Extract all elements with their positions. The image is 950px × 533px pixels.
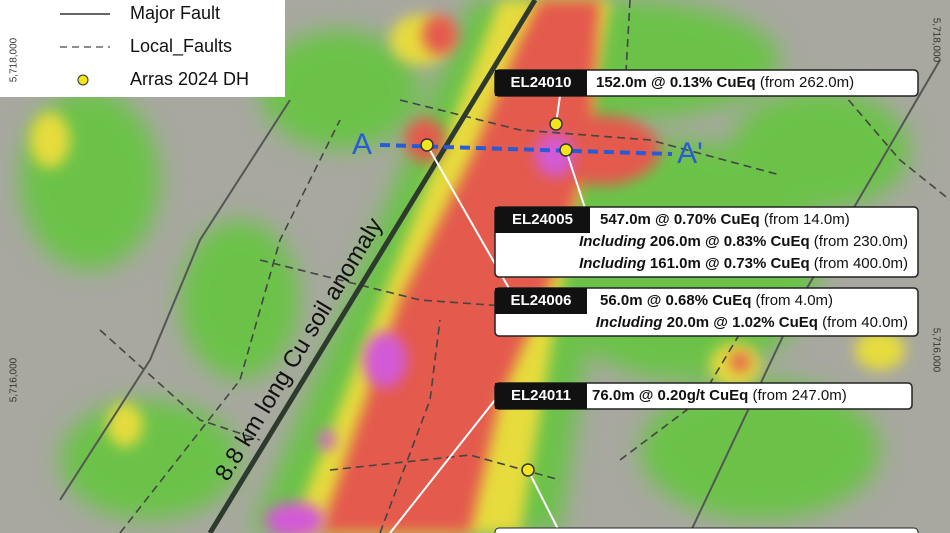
intercept-prefix: Including: [579, 255, 646, 272]
intercept-depth: (from 230.0m): [814, 233, 908, 250]
intercept-depth: (from 40.0m): [822, 314, 908, 331]
intercept-grade: 56.0m @ 0.68% CuEq: [600, 292, 751, 309]
legend-label: Arras 2024 DH: [130, 69, 249, 89]
section-start: A: [352, 128, 372, 161]
intercept-depth: (from 247.0m): [753, 387, 847, 404]
intercept-grade: 76.0m @ 0.20g/t CuEq: [592, 387, 748, 404]
legend-label: Local_Faults: [130, 36, 232, 57]
intercept-grade: 547.0m @ 0.70% CuEq: [600, 211, 760, 228]
coordinate-label: 5,716,000: [9, 357, 20, 402]
callout-box: [494, 527, 919, 533]
hole-id-box: [495, 288, 587, 314]
intercept-line: 56.0m @ 0.68% CuEq (from 4.0m): [600, 292, 833, 309]
intercept-depth: (from 4.0m): [756, 292, 834, 309]
coordinate-label: 5,718,000: [930, 18, 941, 63]
intercept-depth: (from 262.0m): [760, 74, 854, 91]
hole-id-box: [495, 383, 587, 409]
intercept-prefix: Including: [596, 314, 663, 331]
major-fault: [207, 0, 538, 533]
drill-holes: [420, 117, 573, 477]
coordinate-label: 5,716,000: [930, 328, 941, 373]
hole-id: EL24005: [512, 211, 573, 228]
intercept-line: Including 206.0m @ 0.83% CuEq (from 230.…: [579, 233, 908, 250]
hole-id: EL24011: [511, 387, 571, 404]
hole-id-box: [495, 207, 590, 233]
intercept-line: 76.0m @ 0.20g/t CuEq (from 247.0m): [592, 387, 847, 404]
hole-id: EL24010: [511, 74, 572, 91]
intercept-line: 547.0m @ 0.70% CuEq (from 14.0m): [600, 211, 850, 228]
legend-label: Major Fault: [130, 3, 220, 23]
intercept-line: Including 161.0m @ 0.73% CuEq (from 400.…: [579, 255, 908, 272]
intercept-line: Including 20.0m @ 1.02% CuEq (from 40.0m…: [596, 314, 908, 331]
local-faults: [99, 0, 950, 533]
intercept-line: 152.0m @ 0.13% CuEq (from 262.0m): [596, 74, 854, 91]
intercept-depth: (from 400.0m): [814, 255, 908, 272]
hole-id: EL24006: [511, 292, 572, 309]
coordinate-label: 5,718,000: [9, 37, 20, 82]
intercept-prefix: Including: [579, 233, 646, 250]
callout-box: [494, 206, 919, 278]
intercept-grade: 161.0m @ 0.73% CuEq: [650, 255, 810, 272]
legend-box: [0, 0, 285, 97]
intercept-grade: 206.0m @ 0.83% CuEq: [650, 233, 810, 250]
callouts: EL24010 152.0m @ 0.13% CuEq (from 262.0m)…: [494, 69, 919, 410]
intercept-grade: 152.0m @ 0.13% CuEq: [596, 74, 756, 91]
hole-id-box: [495, 70, 587, 96]
intercept-depth: (from 14.0m): [764, 211, 850, 228]
legend-symbol: [77, 74, 89, 86]
section-end: A': [677, 137, 703, 170]
intercept-grade: 20.0m @ 1.02% CuEq: [667, 314, 818, 331]
